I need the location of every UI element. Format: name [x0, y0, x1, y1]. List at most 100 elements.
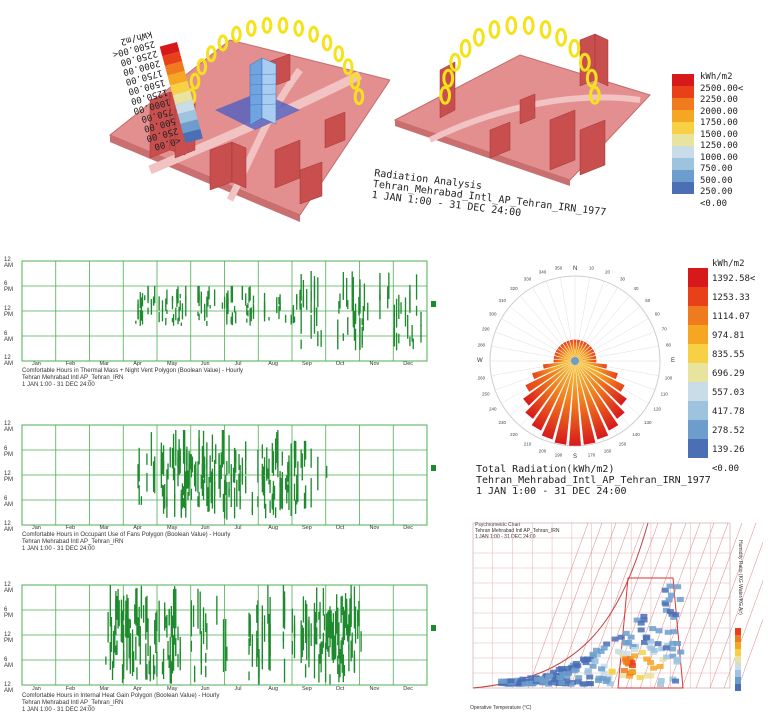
comfort-hour-mark [211, 434, 214, 462]
psy-hour-cell [668, 611, 676, 617]
comfort-hour-mark [172, 314, 175, 326]
comfort-hour-mark [222, 430, 225, 465]
comfort-hour-mark [188, 450, 190, 487]
comfort-hour-mark [207, 487, 209, 512]
scene-left-legend-ramp [159, 41, 203, 144]
psy-hour-cell [611, 636, 619, 642]
sun-path-loop [245, 19, 257, 37]
comfort-hour-mark [107, 612, 109, 643]
rose-angle-label: 50 [645, 298, 651, 303]
comfort-hour-mark [367, 302, 369, 321]
comfort-hour-mark [165, 616, 167, 628]
scene-right-legend-labels: kWh/m2 2500.00< 2250.00 2000.00 1750.00 … [700, 72, 743, 210]
comfort-hour-mark [284, 314, 287, 323]
rose-angle-label: 130 [644, 420, 652, 425]
comfort-hour-mark [226, 646, 228, 661]
sun-path-loop [342, 58, 354, 76]
comfort-hour-mark [387, 286, 389, 309]
psy-enthalpy-line [737, 604, 768, 689]
comfort-hour-mark [349, 598, 351, 637]
comfort-hour-mark [171, 447, 174, 469]
comfort-hour-mark [318, 654, 320, 683]
rose-petal [531, 361, 575, 431]
psy-hour-cell [586, 674, 594, 680]
psy-hour-cell [558, 671, 566, 677]
comfort-hour-mark [342, 333, 345, 341]
comfort-hour-mark [306, 289, 308, 310]
comfort-hour-mark [121, 611, 124, 643]
rose-angle-label: 280 [478, 343, 486, 348]
psy-hour-cell [600, 663, 608, 669]
y-tick: 6 AM [4, 496, 13, 508]
rose-angle-label: 100 [665, 375, 673, 380]
legend-value: 1750.00 [700, 118, 738, 128]
comfort-hour-mark [282, 631, 285, 642]
comfort-hour-mark [304, 664, 307, 678]
comfort-hour-mark [245, 293, 247, 306]
comfort-hour-mark [144, 295, 146, 301]
psy-hour-cell [633, 617, 641, 623]
comfort-hour-mark [276, 432, 278, 464]
comfort-hour-mark [353, 310, 356, 341]
psy-hour-cell [507, 678, 515, 684]
comfort-hour-mark [213, 482, 216, 496]
comfort-hour-mark [110, 616, 113, 653]
comfort-hour-mark [293, 316, 296, 323]
comfort-hour-mark [354, 328, 357, 351]
psy-hour-cell [638, 649, 646, 655]
caption-location: Tehran Mehrabad Intl AP_Tehran_IRN [475, 528, 560, 534]
month-label: Aug [268, 361, 279, 367]
rose-legend-labels: kWh/m2 1392.58< 1253.33 1114.07 974.81 8… [712, 258, 755, 479]
rose-petal [575, 349, 595, 361]
legend-swatch [431, 465, 436, 471]
comfort-hour-mark [166, 614, 168, 638]
comfort-hour-mark [329, 674, 331, 685]
rose-petal [573, 339, 577, 361]
comfort-hour-mark [145, 597, 147, 640]
month-label: Aug [268, 525, 279, 531]
rose-angle-label: 10 [589, 265, 595, 270]
psy-legend-swatch [735, 670, 741, 677]
comfort-hour-mark [341, 637, 343, 657]
comfort-hour-mark [302, 280, 305, 306]
comfort-hour-mark [152, 463, 155, 480]
comfort-hour-mark [179, 648, 181, 664]
comfort-hour-mark [168, 610, 170, 626]
psy-hour-cell [649, 626, 657, 632]
radiation-scene-left: <0.00 250.00 500.00 750.00 1000.00 1250.… [0, 0, 391, 230]
comfort-hour-mark [189, 453, 191, 470]
comfort-hour-mark [267, 585, 269, 624]
comfort-hour-mark [352, 295, 354, 321]
comfort-hour-mark [218, 454, 220, 489]
comfort-hour-mark [274, 438, 277, 470]
comfort-hour-mark [300, 303, 302, 334]
comfort-hour-mark [154, 456, 156, 494]
comfort-hour-mark [172, 615, 175, 629]
comfort-hour-mark [313, 306, 316, 334]
comfort-hour-mark [241, 286, 244, 300]
comfort-hour-mark [272, 481, 275, 515]
comfort-hour-mark [350, 594, 352, 628]
comfort-hour-mark [329, 606, 331, 648]
comfort-hour-mark [226, 460, 228, 476]
rose-angle-label: 250 [482, 391, 490, 396]
comfort-hour-mark [190, 454, 192, 478]
comfort-hour-mark [120, 612, 123, 642]
rose-petal [563, 341, 575, 361]
comfort-hour-mark [178, 439, 180, 469]
month-label: Mar [99, 525, 109, 531]
comfort-hour-mark [250, 307, 252, 322]
comfort-hour-mark [131, 629, 134, 656]
comfort-hour-mark [268, 316, 270, 321]
comfort-hour-mark [338, 622, 340, 658]
comfort-hour-mark [261, 605, 264, 641]
psy-legend-swatch [735, 635, 741, 642]
psy-hour-cell [625, 640, 633, 646]
psy-hour-cell [521, 681, 529, 687]
psy-hour-cell [664, 629, 672, 635]
comfort-hours-marks [135, 271, 422, 351]
comfort-hour-mark [308, 616, 310, 638]
comfort-hour-mark [287, 484, 289, 493]
comfort-hour-mark [286, 485, 288, 504]
comfort-hour-mark [256, 630, 258, 667]
